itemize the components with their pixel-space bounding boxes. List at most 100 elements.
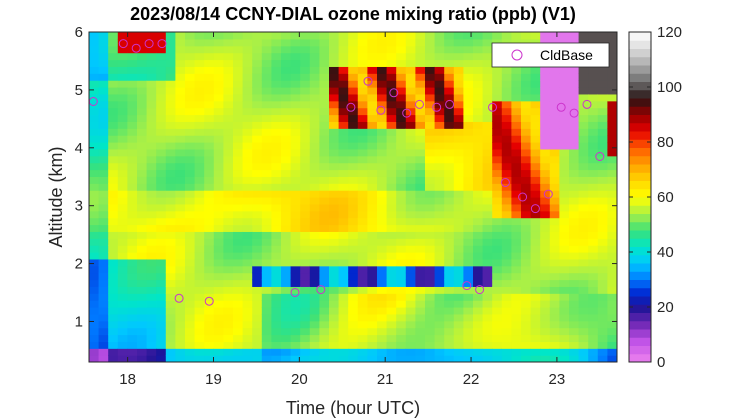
heatmap-cell (377, 142, 388, 150)
heatmap-cell (300, 93, 311, 102)
heatmap-cell (425, 93, 436, 102)
heatmap-cell (425, 87, 436, 95)
heatmap-cell (444, 300, 455, 308)
heatmap-cell (329, 128, 340, 136)
heatmap-cell (492, 238, 503, 246)
heatmap-cell (175, 80, 186, 88)
heatmap-cell (261, 252, 272, 260)
heatmap-cell (434, 66, 445, 74)
heatmap-cell (569, 348, 580, 356)
heatmap-cell (233, 231, 244, 239)
heatmap-cell (396, 32, 407, 40)
heatmap-cell (530, 128, 541, 136)
heatmap-cell (607, 320, 617, 329)
heatmap-cell (223, 272, 234, 281)
heatmap-cell (309, 52, 320, 61)
heatmap-cell (127, 286, 138, 294)
colorbar-segment (629, 48, 651, 58)
heatmap-cell (242, 348, 253, 356)
heatmap-cell (588, 327, 599, 336)
heatmap-cell (261, 169, 272, 177)
heatmap-cell (309, 231, 320, 239)
heatmap-cell (223, 87, 234, 95)
heatmap-cell (482, 279, 493, 287)
heatmap-cell (348, 341, 359, 349)
heatmap-cell (559, 93, 570, 102)
heatmap-cell (213, 293, 224, 301)
heatmap-cell (444, 286, 455, 294)
heatmap-cell (434, 52, 445, 61)
heatmap-cell (213, 272, 224, 281)
heatmap-cell (223, 190, 234, 198)
heatmap-cell (89, 245, 100, 253)
heatmap-cell (194, 52, 205, 61)
heatmap-cell (425, 197, 436, 205)
heatmap-cell (597, 80, 608, 88)
heatmap-cell (89, 107, 100, 116)
heatmap-cell (453, 224, 464, 232)
heatmap-cell (98, 203, 109, 212)
heatmap-cell (89, 148, 100, 157)
heatmap-cell (540, 128, 551, 136)
heatmap-cell (98, 286, 109, 294)
heatmap-cell (377, 93, 388, 102)
heatmap-cell (521, 128, 532, 136)
heatmap-cell (588, 279, 599, 287)
heatmap-cell (290, 279, 301, 287)
heatmap-cell (386, 245, 397, 253)
heatmap-cell (271, 210, 282, 219)
heatmap-cell (213, 45, 224, 54)
heatmap-cell (108, 176, 119, 184)
heatmap-cell (319, 107, 330, 116)
heatmap-cell (569, 245, 580, 253)
heatmap-cell (530, 66, 541, 74)
heatmap-cell (482, 38, 493, 47)
heatmap-cell (204, 231, 215, 239)
colorbar-segment (629, 205, 651, 214)
heatmap-cell (588, 32, 599, 40)
heatmap-cell (386, 176, 397, 184)
heatmap-cell (117, 183, 128, 191)
heatmap-cell (453, 252, 464, 260)
heatmap-cell (357, 32, 368, 40)
heatmap-cell (204, 327, 215, 336)
heatmap-cell (607, 128, 617, 136)
heatmap-cell (137, 197, 148, 205)
heatmap-cell (492, 169, 503, 177)
heatmap-cell (357, 162, 368, 171)
heatmap-cell (194, 320, 205, 329)
heatmap-cell (290, 197, 301, 205)
heatmap-cell (117, 121, 128, 129)
heatmap-cell (540, 307, 551, 315)
heatmap-cell (233, 348, 244, 356)
heatmap-cell (290, 148, 301, 157)
heatmap-cell (300, 176, 311, 184)
heatmap-cell (108, 87, 119, 95)
heatmap-cell (309, 128, 320, 136)
heatmap-cell (281, 114, 292, 122)
heatmap-cell (300, 203, 311, 212)
heatmap-cell (530, 313, 541, 322)
heatmap-cell (223, 183, 234, 191)
heatmap-cell (89, 293, 100, 301)
heatmap-cell (425, 66, 436, 74)
heatmap-cell (367, 45, 378, 54)
heatmap-cell (156, 334, 167, 342)
heatmap-cell (194, 272, 205, 281)
y-tick-label: 5 (75, 82, 83, 99)
heatmap-cell (117, 52, 128, 61)
heatmap-cell (444, 121, 455, 129)
heatmap-cell (492, 313, 503, 322)
heatmap-cell (597, 66, 608, 74)
heatmap-cell (540, 279, 551, 287)
heatmap-cell (127, 348, 138, 356)
heatmap-cell (569, 265, 580, 274)
heatmap-cell (348, 176, 359, 184)
heatmap-cell (453, 355, 464, 362)
heatmap-cell (156, 176, 167, 184)
heatmap-cell (405, 293, 416, 301)
heatmap-cell (607, 176, 617, 184)
heatmap-cell (261, 176, 272, 184)
heatmap-cell (549, 32, 560, 40)
heatmap-cell (300, 320, 311, 329)
